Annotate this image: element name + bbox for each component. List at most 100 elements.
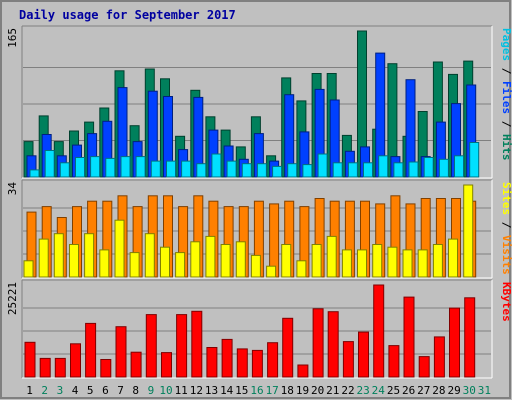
axis-label-kbytes: KBytes xyxy=(500,282,512,322)
bar-pages-day-25 xyxy=(393,162,404,178)
bar-pages-day-5 xyxy=(90,156,101,178)
bar-pages-day-22 xyxy=(347,162,358,178)
bar-kbytes-day-3 xyxy=(54,357,66,378)
axis-label-separator: / xyxy=(500,114,512,134)
bar-kbytes-day-18 xyxy=(282,317,294,378)
bar-pages-day-17 xyxy=(272,165,283,178)
x-tick-label: 7 xyxy=(117,384,124,397)
bar-sites-day-10 xyxy=(160,246,170,278)
bar-pages-day-23 xyxy=(363,162,373,178)
x-tick-label: 2 xyxy=(41,384,48,397)
bar-kbytes-day-23 xyxy=(358,331,369,378)
bar-sites-day-12 xyxy=(190,241,201,278)
bar-kbytes-day-10 xyxy=(161,352,172,378)
bar-pages-day-19 xyxy=(302,164,313,178)
x-tick-label: 5 xyxy=(87,384,94,397)
bar-sites-day-16 xyxy=(250,254,261,278)
bar-pages-day-12 xyxy=(196,163,207,178)
x-tick-label: 16 xyxy=(250,384,263,397)
bar-sites-day-21 xyxy=(326,235,337,278)
y-tick-label: 34 xyxy=(6,182,19,196)
x-axis-labels: 1 2 3 4 5 6 7 8 9 10 11 12 13 14 15 16 17 18 19 20 21 22 23 24 2… xyxy=(26,384,491,397)
right-axis-label: Pages / Files / Hits xyxy=(500,28,512,161)
bar-sites-day-14 xyxy=(220,244,231,278)
bar-pages-day-8 xyxy=(135,156,146,178)
bar-kbytes-day-13 xyxy=(206,347,218,378)
bar-pages-day-28 xyxy=(438,158,449,178)
bar-pages-day-6 xyxy=(105,157,116,178)
bar-pages-day-14 xyxy=(226,160,237,178)
x-tick-label: 14 xyxy=(220,384,234,397)
bar-sites-day-4 xyxy=(69,244,79,278)
bar-sites-day-3 xyxy=(53,233,64,278)
bar-sites-day-23 xyxy=(357,249,367,278)
x-tick-label: 9 xyxy=(148,384,155,397)
bar-sites-day-5 xyxy=(84,233,95,278)
bar-kbytes-day-2 xyxy=(39,357,51,378)
bar-pages-day-3 xyxy=(59,162,70,178)
x-tick-label: 22 xyxy=(341,384,354,397)
bar-kbytes-day-22 xyxy=(342,341,354,378)
bar-sites-day-26 xyxy=(402,249,413,278)
bar-sites-day-13 xyxy=(205,235,216,278)
x-tick-label: 8 xyxy=(132,384,139,397)
x-tick-label: 26 xyxy=(402,384,415,397)
bar-kbytes-day-21 xyxy=(327,311,339,378)
bar-pages-day-13 xyxy=(211,153,222,178)
bar-pages-day-26 xyxy=(408,161,419,178)
x-tick-label: 23 xyxy=(356,384,369,397)
bar-pages-day-18 xyxy=(287,163,298,178)
bar-pages-day-7 xyxy=(120,156,131,178)
bar-pages-day-10 xyxy=(166,160,176,178)
bar-kbytes-day-1 xyxy=(24,341,36,378)
bar-pages-day-29 xyxy=(454,155,464,178)
x-tick-label: 6 xyxy=(102,384,109,397)
bar-sites-day-28 xyxy=(432,244,443,278)
series-files xyxy=(26,52,477,178)
bar-sites-day-22 xyxy=(341,249,352,278)
bar-sites-day-15 xyxy=(235,241,246,278)
axis-label-separator: / xyxy=(500,61,512,81)
bar-pages-day-27 xyxy=(423,157,434,178)
bar-kbytes-day-4 xyxy=(70,343,81,378)
bar-sites-day-25 xyxy=(387,246,398,278)
bar-sites-day-19 xyxy=(296,260,307,278)
series-pages xyxy=(29,142,480,178)
axis-label-hits: Hits xyxy=(500,134,512,161)
bar-kbytes-day-27 xyxy=(418,356,430,378)
x-tick-label: 10 xyxy=(159,384,172,397)
bar-sites-day-1 xyxy=(23,260,34,278)
x-tick-label: 24 xyxy=(372,384,386,397)
axis-label-files: Files xyxy=(500,81,512,114)
bar-sites-day-27 xyxy=(417,249,428,278)
bar-pages-day-20 xyxy=(317,153,328,178)
x-tick-label: 1 xyxy=(26,384,33,397)
x-tick-label: 4 xyxy=(72,384,79,397)
right-axis-label: Sites / Visits xyxy=(500,182,512,275)
bar-kbytes-day-29 xyxy=(449,307,460,378)
bar-pages-day-30 xyxy=(469,142,480,178)
bar-kbytes-day-15 xyxy=(236,348,248,378)
series-kbytes xyxy=(24,284,476,378)
bar-kbytes-day-6 xyxy=(100,359,112,378)
panel-1: 165 Pages / Files / Hits xyxy=(6,25,512,179)
bar-sites-day-17 xyxy=(266,265,277,278)
panel-2: 34 Sites / Visits xyxy=(6,179,512,279)
series-sites xyxy=(23,184,474,278)
bar-kbytes-day-24 xyxy=(373,284,385,378)
axis-label-visits: Visits xyxy=(500,235,512,275)
x-tick-label: 25 xyxy=(387,384,400,397)
bar-kbytes-day-20 xyxy=(312,308,324,378)
bar-sites-day-7 xyxy=(114,219,125,278)
x-tick-label: 15 xyxy=(235,384,248,397)
x-tick-label: 18 xyxy=(281,384,294,397)
x-tick-label: 3 xyxy=(57,384,64,397)
bar-pages-day-24 xyxy=(378,155,389,178)
bar-pages-day-16 xyxy=(256,163,267,178)
bar-pages-day-1 xyxy=(29,169,40,178)
bar-sites-day-29 xyxy=(448,238,458,278)
y-tick-label: 25221 xyxy=(6,282,19,315)
